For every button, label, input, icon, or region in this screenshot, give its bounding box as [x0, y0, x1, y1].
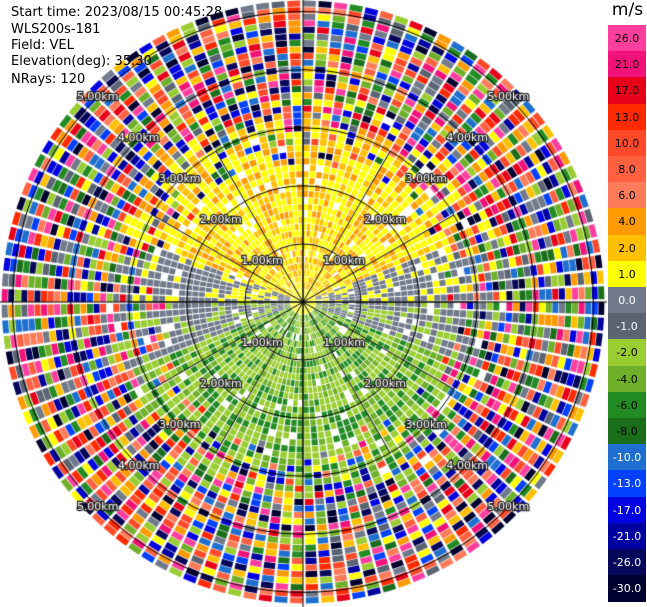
colorbar-tick-label: -2.0: [616, 346, 638, 360]
colorbar-segment: [608, 182, 646, 209]
colorbar-tick-label: -13.0: [612, 477, 642, 491]
colorbar-tick-label: 4.0: [618, 215, 636, 229]
colorbar-segment: [608, 444, 646, 471]
colorbar-segment: [608, 287, 646, 314]
instrument-label: WLS200s-181: [11, 22, 101, 37]
elevation-label: Elevation(deg): 35.30: [11, 54, 152, 69]
start-time-label: Start time: 2023/08/15 00:45:28: [11, 5, 223, 20]
colorbar-segment: [608, 51, 646, 78]
colorbar-tick-label: -30.0: [612, 582, 642, 596]
colorbar-tick-label: 10.0: [614, 136, 640, 150]
colorbar-tick-label: 1.0: [618, 267, 636, 281]
colorbar-tick-label: 0.0: [618, 294, 636, 307]
colorbar-segment: [608, 391, 646, 419]
colorbar-tick-label: 6.0: [618, 189, 636, 203]
colorbar-segment: [608, 260, 646, 288]
colorbar-tick-label: -6.0: [616, 398, 638, 412]
colorbar-segment: [608, 208, 646, 236]
colorbar-segment: [608, 339, 646, 367]
colorbar-segment: [608, 470, 646, 498]
colorbar-tick-label: -4.0: [616, 372, 638, 386]
colorbar-segment: [608, 234, 646, 262]
colorbar-segment: [608, 522, 646, 550]
colorbar-tick-label: -1.0: [616, 320, 638, 334]
colorbar-tick-label: -26.0: [612, 556, 642, 569]
colorbar-unit-label: m/s: [611, 0, 644, 20]
colorbar-segment: [608, 575, 646, 602]
colorbar-tick-label: 26.0: [614, 32, 640, 45]
colorbar-tick-label: 21.0: [614, 58, 640, 72]
colorbar-tick-label: 13.0: [614, 110, 640, 124]
colorbar-segment: [608, 549, 646, 576]
colorbar-segment: [608, 418, 646, 445]
colorbar-tick-label: -8.0: [616, 425, 638, 438]
colorbar-tick-label: 8.0: [618, 163, 636, 176]
nrays-label: NRays: 120: [11, 72, 86, 87]
colorbar-segment: [608, 313, 646, 340]
colorbar-tick-label: 17.0: [614, 84, 640, 98]
colorbar-segment: [608, 129, 646, 157]
colorbar-tick-label: -21.0: [612, 529, 642, 543]
colorbar-tick-label: 2.0: [618, 241, 636, 255]
colorbar-segment: [608, 103, 646, 131]
colorbar-tick-label: -17.0: [612, 503, 642, 517]
colorbar-segment: [608, 365, 646, 393]
colorbar-segment: [608, 156, 646, 183]
colorbar-segment: [608, 77, 646, 105]
colorbar-segment: [608, 496, 646, 524]
colorbar-segment: [608, 25, 646, 52]
colorbar-tick-label: -10.0: [612, 451, 642, 465]
field-label: Field: VEL: [11, 38, 74, 53]
